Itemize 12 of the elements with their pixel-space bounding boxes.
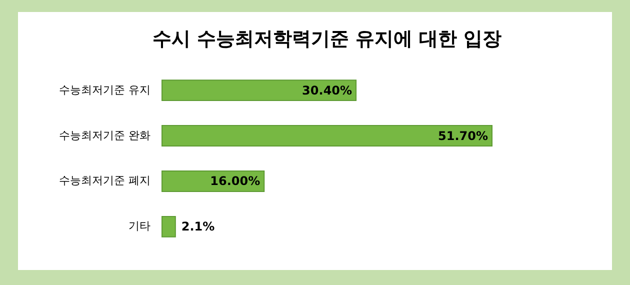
y-tick-label: 기타 (128, 220, 150, 233)
y-tick-label: 수능최저기준 완화 (59, 128, 150, 142)
bar (162, 216, 176, 238)
data-label: 51.70% (438, 128, 488, 143)
bar (162, 125, 492, 146)
data-label: 2.1% (181, 220, 215, 234)
chart-title: 수시 수능최저학력기준 유지에 대한 입장 (152, 28, 502, 50)
bar (162, 80, 357, 102)
y-tick-label: 수능최저기준 유지 (59, 83, 150, 96)
data-label: 16.00% (210, 174, 260, 188)
y-tick-label: 수능최저기준 폐지 (59, 174, 150, 188)
data-label: 30.40% (302, 83, 352, 98)
